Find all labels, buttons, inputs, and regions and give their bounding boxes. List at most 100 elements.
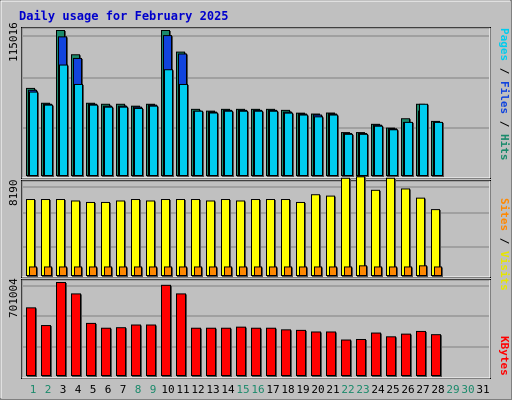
bar-kbytes-day-11 bbox=[176, 293, 186, 376]
bar-visits-day-11 bbox=[176, 199, 185, 276]
day-label-18: 18 bbox=[281, 383, 294, 396]
bar-visits-day-10 bbox=[161, 199, 170, 276]
day-label-7: 7 bbox=[120, 383, 127, 396]
bar-kbytes-day-17 bbox=[266, 327, 276, 376]
bar-pages-day-24 bbox=[374, 125, 383, 176]
bar-kbytes-day-3 bbox=[56, 282, 66, 376]
bar-sites-day-5 bbox=[89, 266, 97, 277]
bar-kbytes-day-24 bbox=[371, 332, 381, 376]
bar-kbytes-day-15 bbox=[236, 326, 246, 376]
bar-kbytes-day-4 bbox=[71, 293, 81, 376]
bars-mid bbox=[26, 176, 443, 277]
bar-pages-day-6 bbox=[104, 106, 113, 176]
bar-visits-day-15 bbox=[236, 200, 245, 276]
legend-label-bottom: KBytes bbox=[498, 336, 511, 376]
bar-pages-day-9 bbox=[149, 105, 158, 176]
bar-sites-day-6 bbox=[104, 266, 112, 277]
bar-pages-day-16 bbox=[254, 110, 263, 176]
panel-kbytes: 701004 KBytes bbox=[7, 278, 511, 379]
day-label-2: 2 bbox=[45, 383, 52, 396]
legend-part-mid-1: / bbox=[498, 231, 511, 251]
bar-pages-day-11 bbox=[179, 83, 188, 176]
y-max-label-bottom: 701004 bbox=[7, 278, 20, 318]
day-label-29: 29 bbox=[446, 383, 459, 396]
day-label-16: 16 bbox=[251, 383, 264, 396]
bar-sites-day-25 bbox=[389, 266, 397, 277]
bar-visits-day-8 bbox=[131, 199, 140, 276]
bar-sites-day-4 bbox=[74, 266, 82, 277]
day-label-15: 15 bbox=[236, 383, 249, 396]
bar-visits-day-26 bbox=[401, 188, 410, 276]
bar-pages-day-4 bbox=[74, 83, 83, 176]
bar-visits-day-1 bbox=[26, 199, 35, 276]
bar-visits-day-22 bbox=[341, 177, 350, 276]
bar-visits-day-2 bbox=[41, 199, 50, 276]
bar-kbytes-day-8 bbox=[131, 324, 141, 377]
bar-sites-day-18 bbox=[284, 266, 292, 277]
bar-kbytes-day-6 bbox=[101, 327, 111, 376]
bar-visits-day-12 bbox=[191, 199, 200, 276]
bar-visits-day-6 bbox=[101, 201, 110, 276]
y-max-label-mid: 8190 bbox=[7, 180, 20, 207]
day-label-27: 27 bbox=[416, 383, 429, 396]
bar-sites-day-26 bbox=[404, 266, 412, 277]
chart-title: Daily usage for February 2025 bbox=[19, 9, 229, 23]
bar-sites-day-13 bbox=[209, 266, 217, 277]
bar-pages-day-8 bbox=[134, 107, 143, 176]
bar-pages-day-22 bbox=[344, 133, 353, 176]
bars-bottom bbox=[26, 282, 442, 377]
bar-visits-day-18 bbox=[281, 199, 290, 276]
bar-kbytes-day-28 bbox=[431, 334, 441, 377]
bar-pages-day-14 bbox=[224, 110, 233, 176]
bar-kbytes-day-7 bbox=[116, 327, 126, 376]
bar-pages-day-2 bbox=[44, 104, 53, 176]
bar-pages-day-7 bbox=[119, 106, 128, 176]
legend-part-top-3: / bbox=[498, 114, 511, 134]
day-label-14: 14 bbox=[221, 383, 235, 396]
legend-part-top-0: Pages bbox=[498, 28, 511, 61]
legend-part-mid-2: Visits bbox=[498, 251, 511, 291]
bar-pages-day-23 bbox=[359, 133, 368, 176]
bar-visits-day-9 bbox=[146, 200, 155, 276]
day-label-25: 25 bbox=[386, 383, 399, 396]
bar-visits-day-5 bbox=[86, 201, 95, 276]
bar-kbytes-day-13 bbox=[206, 327, 216, 376]
day-label-13: 13 bbox=[206, 383, 219, 396]
day-label-19: 19 bbox=[296, 383, 309, 396]
bar-kbytes-day-23 bbox=[356, 338, 366, 377]
legend-label-top: Pages / Files / Hits bbox=[498, 28, 511, 161]
bar-pages-day-5 bbox=[89, 104, 98, 176]
bar-sites-day-24 bbox=[374, 266, 382, 277]
bar-sites-day-19 bbox=[299, 266, 307, 277]
bar-pages-day-1 bbox=[29, 91, 38, 176]
bar-pages-day-17 bbox=[269, 110, 278, 176]
bar-visits-day-16 bbox=[251, 199, 260, 276]
bar-sites-day-2 bbox=[44, 266, 52, 277]
bar-pages-day-19 bbox=[299, 114, 308, 176]
bar-sites-day-27 bbox=[419, 265, 427, 277]
bar-sites-day-10 bbox=[164, 266, 172, 277]
day-label-24: 24 bbox=[371, 383, 385, 396]
bar-visits-day-23 bbox=[356, 176, 365, 276]
bar-kbytes-day-1 bbox=[26, 307, 36, 376]
day-label-21: 21 bbox=[326, 383, 339, 396]
bar-sites-day-14 bbox=[224, 266, 232, 277]
bar-kbytes-day-27 bbox=[416, 330, 426, 376]
day-label-17: 17 bbox=[266, 383, 279, 396]
bar-visits-day-21 bbox=[326, 195, 335, 277]
bar-visits-day-7 bbox=[116, 200, 125, 276]
bar-kbytes-day-16 bbox=[251, 327, 261, 376]
bar-sites-day-17 bbox=[269, 266, 277, 277]
legend-part-top-4: Hits bbox=[498, 134, 511, 161]
bar-kbytes-day-5 bbox=[86, 322, 96, 376]
day-label-1: 1 bbox=[30, 383, 37, 396]
legend-part-top-2: Files bbox=[498, 81, 511, 114]
day-label-4: 4 bbox=[75, 383, 82, 396]
bar-pages-day-28 bbox=[434, 121, 443, 176]
bar-pages-day-13 bbox=[209, 112, 218, 176]
day-label-20: 20 bbox=[311, 383, 324, 396]
bar-sites-day-23 bbox=[359, 265, 367, 277]
legend-part-bottom-0: KBytes bbox=[498, 336, 511, 376]
bar-visits-day-4 bbox=[71, 200, 80, 276]
